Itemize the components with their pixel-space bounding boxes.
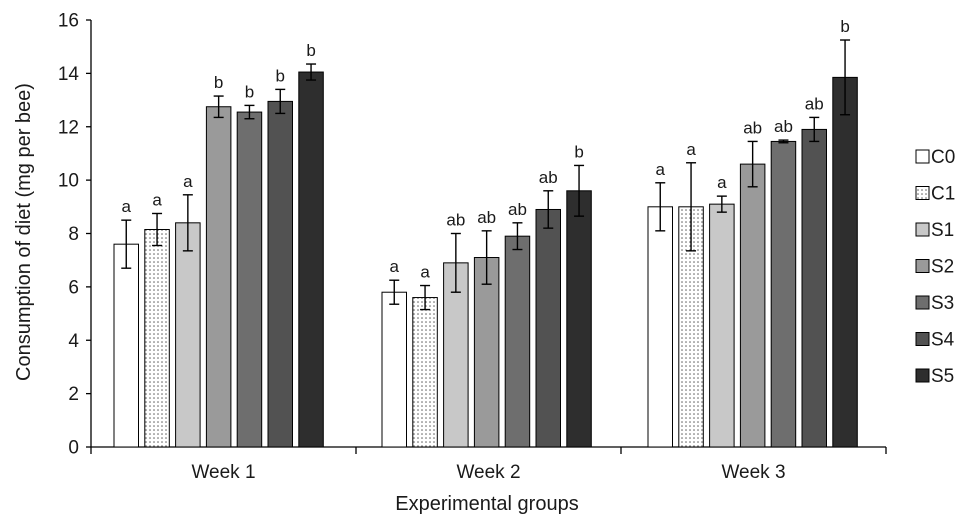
significance-label: a: [717, 173, 727, 192]
bar: [709, 203, 735, 448]
bar: [647, 206, 673, 448]
bar: [144, 228, 170, 448]
x-tick-label: Week 2: [456, 462, 520, 483]
significance-label: a: [420, 263, 430, 282]
bar: [412, 297, 438, 448]
bar: [739, 163, 766, 448]
significance-label: a: [122, 197, 132, 216]
y-tick-label: 8: [68, 224, 79, 245]
significance-label: a: [686, 140, 696, 159]
significance-label: a: [656, 160, 666, 179]
bar: [443, 262, 469, 448]
bar: [175, 222, 201, 448]
bar: [801, 128, 827, 448]
legend: C0 C1 S1 S2 S3 S4 S5: [915, 147, 955, 387]
y-tick-label: 10: [58, 171, 79, 192]
y-tick-label: 2: [68, 384, 79, 405]
legend-swatch: [915, 186, 930, 200]
y-tick-label: 16: [58, 11, 79, 32]
significance-label: ab: [446, 211, 465, 230]
bar: [267, 100, 293, 448]
legend-label: S4: [931, 330, 955, 351]
x-tick-label: Week 1: [191, 462, 255, 483]
significance-label: ab: [508, 200, 527, 219]
legend-swatch: [915, 295, 930, 310]
significance-label: ab: [805, 94, 824, 113]
legend-swatch: [915, 332, 930, 346]
bar: [770, 140, 797, 448]
legend-label: C1: [931, 184, 955, 205]
bar: [535, 208, 561, 448]
significance-label: a: [183, 172, 193, 191]
bar: [473, 257, 500, 448]
bar: [832, 76, 858, 448]
significance-label: b: [276, 66, 285, 85]
bar: [381, 291, 407, 448]
significance-label: a: [390, 257, 400, 276]
significance-label: b: [214, 73, 223, 92]
significance-label: ab: [539, 168, 558, 187]
bars: [113, 71, 858, 448]
legend-label: S3: [931, 293, 954, 314]
bar: [566, 190, 592, 448]
y-axis: 0 2 4 6 8 10 12 14 16: [58, 11, 92, 459]
significance-label: b: [840, 17, 849, 36]
y-axis-title: Consumption of diet (mg per bee): [13, 83, 35, 381]
x-axis: Week 1 Week 2 Week 3: [90, 446, 887, 483]
y-tick-label: 12: [58, 117, 79, 138]
legend-label: C0: [931, 147, 955, 168]
significance-label: b: [306, 41, 315, 60]
bar: [236, 111, 263, 448]
significance-label: b: [574, 142, 583, 161]
y-tick-label: 4: [68, 331, 79, 352]
error-bars: [121, 39, 851, 311]
x-tick-label: Week 3: [721, 462, 785, 483]
legend-swatch: [915, 259, 930, 273]
bar: [205, 106, 232, 448]
legend-label: S5: [931, 366, 954, 387]
legend-label: S1: [931, 220, 954, 241]
legend-label: S2: [931, 257, 954, 278]
x-axis-title: Experimental groups: [395, 493, 578, 515]
significance-label: ab: [774, 117, 793, 136]
significance-label: a: [152, 190, 162, 209]
bar: [113, 243, 139, 448]
y-tick-label: 6: [68, 277, 79, 298]
significance-label: ab: [477, 208, 496, 227]
significance-label: ab: [743, 118, 762, 137]
legend-swatch: [915, 222, 930, 237]
bar: [504, 235, 531, 448]
y-tick-label: 0: [68, 438, 79, 459]
y-tick-label: 14: [58, 64, 80, 85]
significance-label: b: [245, 82, 254, 101]
legend-swatch: [915, 149, 930, 164]
legend-swatch: [915, 368, 930, 383]
bar: [298, 71, 324, 448]
